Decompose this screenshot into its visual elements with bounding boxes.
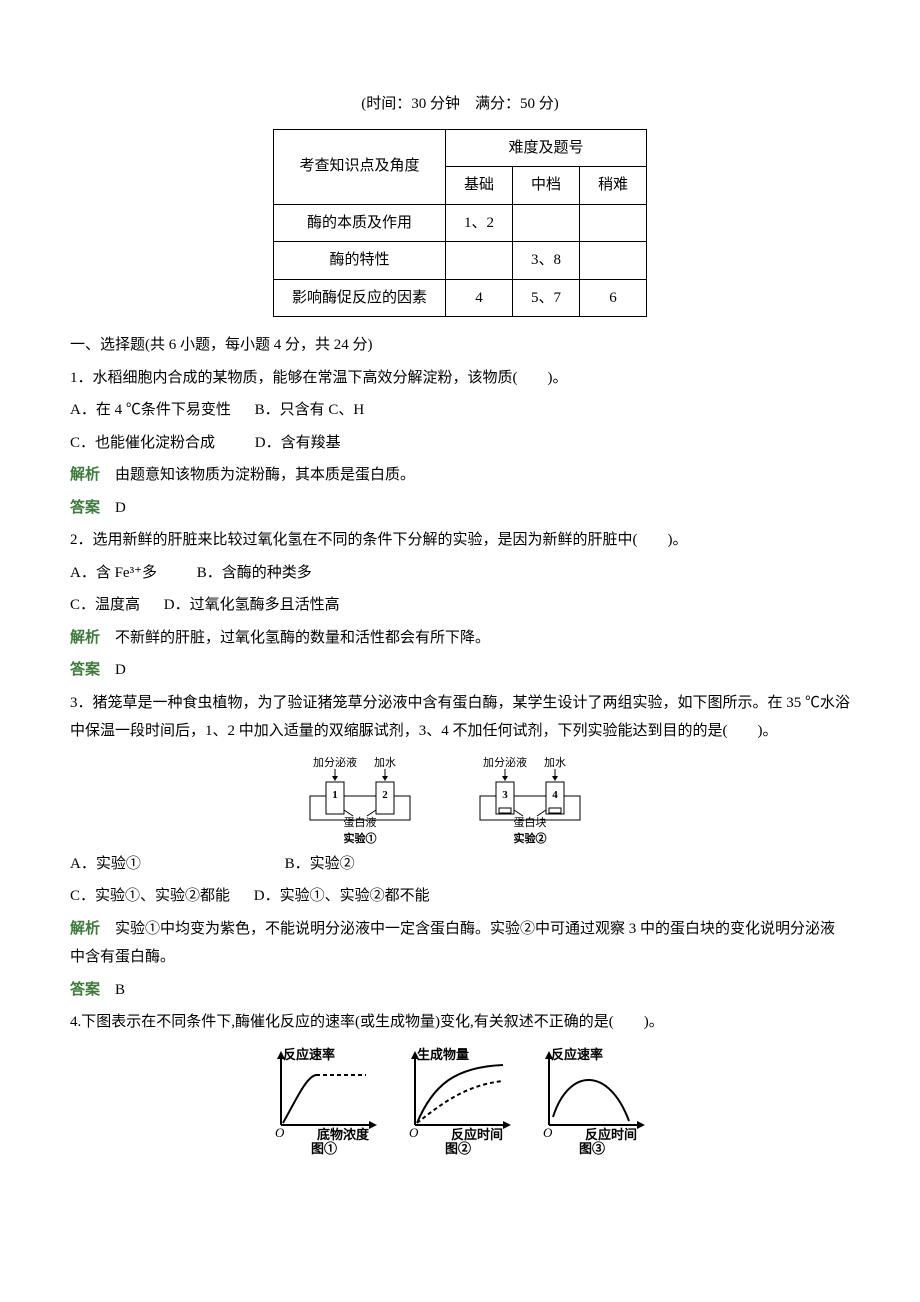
q2-opts-line1: A．含 Fe³⁺多 B．含酶的种类多 — [70, 559, 850, 588]
answer-label: 答案 — [70, 982, 100, 998]
explain-label: 解析 — [70, 921, 100, 937]
mid-label: 蛋白液 — [344, 815, 377, 829]
q1-optB: B．只含有 C、H — [255, 402, 365, 418]
q2-optC: C．温度高 — [70, 597, 140, 613]
x-label: 反应时间 — [451, 1127, 503, 1142]
q1-optA: A．在 4 ℃条件下易变性 — [70, 402, 231, 418]
tube-num: 2 — [382, 789, 388, 801]
col-diff-header: 难度及题号 — [445, 129, 646, 167]
topic-cell: 酶的特性 — [273, 242, 445, 280]
cell: 3、8 — [513, 242, 580, 280]
diff-col: 基础 — [445, 167, 512, 205]
origin-label: O — [275, 1125, 285, 1140]
col-topic-header: 考查知识点及角度 — [273, 129, 445, 204]
cell — [580, 204, 647, 242]
topic-table: 考查知识点及角度 难度及题号 基础 中档 稍难 酶的本质及作用 1、2 酶的特性… — [273, 129, 647, 318]
chart-panel-3-icon: 反应速率 O 反应时间 图③ — [529, 1045, 659, 1155]
q2-answer: 答案 D — [70, 656, 850, 685]
cell: 6 — [580, 279, 647, 317]
q1-stem: 1．水稻细胞内合成的某物质，能够在常温下高效分解淀粉，该物质( )。 — [70, 364, 850, 393]
cell: 5、7 — [513, 279, 580, 317]
bottom-label: 实验① — [344, 831, 377, 845]
cell: 1、2 — [445, 204, 512, 242]
q2-opts-line2: C．温度高 D．过氧化氢酶多且活性高 — [70, 591, 850, 620]
diff-col: 稍难 — [580, 167, 647, 205]
answer-label: 答案 — [70, 500, 100, 516]
q1-optC: C．也能催化淀粉合成 — [70, 435, 215, 451]
table-row: 酶的本质及作用 1、2 — [273, 204, 646, 242]
tube-num: 1 — [332, 789, 338, 801]
x-label: 底物浓度 — [317, 1127, 370, 1142]
y-label: 反应速率 — [283, 1047, 335, 1062]
q1-optD: D．含有羧基 — [255, 435, 341, 451]
q3-optA: A．实验① — [70, 856, 141, 872]
x-label: 反应时间 — [585, 1127, 637, 1142]
y-label: 反应速率 — [551, 1047, 603, 1062]
q3-explanation: 解析 实验①中均变为紫色，不能说明分泌液中一定含蛋白酶。实验②中可通过观察 3 … — [70, 915, 850, 972]
q3-opts-line2: C．实验①、实验②都能 D．实验①、实验②都不能 — [70, 882, 850, 911]
cell: 4 — [445, 279, 512, 317]
origin-label: O — [409, 1125, 419, 1140]
topic-cell: 酶的本质及作用 — [273, 204, 445, 242]
mid-label: 蛋白块 — [514, 815, 547, 829]
q3-figure: 加分泌液 加水 1 2 蛋白液 实验① 加分泌液 — [70, 754, 850, 846]
exam-header: (时间：30 分钟 满分：50 分) — [70, 90, 850, 119]
q3-exp-text: 实验①中均变为紫色，不能说明分泌液中一定含蛋白酶。实验②中可通过观察 3 中的蛋… — [70, 921, 835, 966]
tube-num: 4 — [552, 789, 558, 801]
bottom-label: 实验② — [514, 831, 547, 845]
caption: 图① — [311, 1141, 337, 1155]
section-1-title: 一、选择题(共 6 小题，每小题 4 分，共 24 分) — [70, 331, 850, 360]
q3-ans-text: B — [115, 982, 125, 998]
top-label: 加水 — [544, 756, 566, 769]
explain-label: 解析 — [70, 630, 100, 646]
q1-ans-text: D — [115, 500, 126, 516]
q3-optD: D．实验①、实验②都不能 — [254, 888, 430, 904]
topic-cell: 影响酶促反应的因素 — [273, 279, 445, 317]
diff-col: 中档 — [513, 167, 580, 205]
table-row: 酶的特性 3、8 — [273, 242, 646, 280]
table-row: 影响酶促反应的因素 4 5、7 6 — [273, 279, 646, 317]
tube-num: 3 — [502, 789, 508, 801]
explain-label: 解析 — [70, 467, 100, 483]
cell — [445, 242, 512, 280]
q3-optC: C．实验①、实验②都能 — [70, 888, 230, 904]
q2-optB: B．含酶的种类多 — [197, 565, 312, 581]
chart-panel-1-icon: 反应速率 O 底物浓度 图① — [261, 1045, 391, 1155]
cell — [513, 204, 580, 242]
y-label: 生成物量 — [417, 1047, 469, 1062]
top-label: 加分泌液 — [313, 755, 357, 769]
top-label: 加分泌液 — [483, 755, 527, 769]
q4-stem: 4.下图表示在不同条件下,酶催化反应的速率(或生成物量)变化,有关叙述不正确的是… — [70, 1008, 850, 1037]
q3-optB: B．实验② — [285, 856, 355, 872]
q2-ans-text: D — [115, 662, 126, 678]
q1-answer: 答案 D — [70, 494, 850, 523]
q2-stem: 2．选用新鲜的肝脏来比较过氧化氢在不同的条件下分解的实验，是因为新鲜的肝脏中( … — [70, 526, 850, 555]
origin-label: O — [543, 1125, 553, 1140]
q2-optA: A．含 Fe³⁺多 — [70, 565, 157, 581]
caption: 图③ — [579, 1141, 605, 1155]
q4-figure: 反应速率 O 底物浓度 图① 生成物量 O 反应时间 图② — [70, 1045, 850, 1155]
cell — [580, 242, 647, 280]
chart-panel-2-icon: 生成物量 O 反应时间 图② — [395, 1045, 525, 1155]
beaker-diagram-icon: 加分泌液 加水 1 2 蛋白液 实验① 加分泌液 — [290, 754, 630, 846]
q1-exp-text: 由题意知该物质为淀粉酶，其本质是蛋白质。 — [115, 467, 415, 483]
answer-label: 答案 — [70, 662, 100, 678]
caption: 图② — [445, 1141, 471, 1155]
q3-answer: 答案 B — [70, 976, 850, 1005]
q1-explanation: 解析 由题意知该物质为淀粉酶，其本质是蛋白质。 — [70, 461, 850, 490]
q3-stem: 3．猪笼草是一种食虫植物，为了验证猪笼草分泌液中含有蛋白酶，某学生设计了两组实验… — [70, 689, 850, 746]
q2-exp-text: 不新鲜的肝脏，过氧化氢酶的数量和活性都会有所下降。 — [115, 630, 490, 646]
q2-explanation: 解析 不新鲜的肝脏，过氧化氢酶的数量和活性都会有所下降。 — [70, 624, 850, 653]
q1-opts-line1: A．在 4 ℃条件下易变性 B．只含有 C、H — [70, 396, 850, 425]
q2-optD: D．过氧化氢酶多且活性高 — [164, 597, 340, 613]
top-label: 加水 — [374, 756, 396, 769]
q3-opts-line1: A．实验① B．实验② — [70, 850, 850, 879]
q1-opts-line2: C．也能催化淀粉合成 D．含有羧基 — [70, 429, 850, 458]
